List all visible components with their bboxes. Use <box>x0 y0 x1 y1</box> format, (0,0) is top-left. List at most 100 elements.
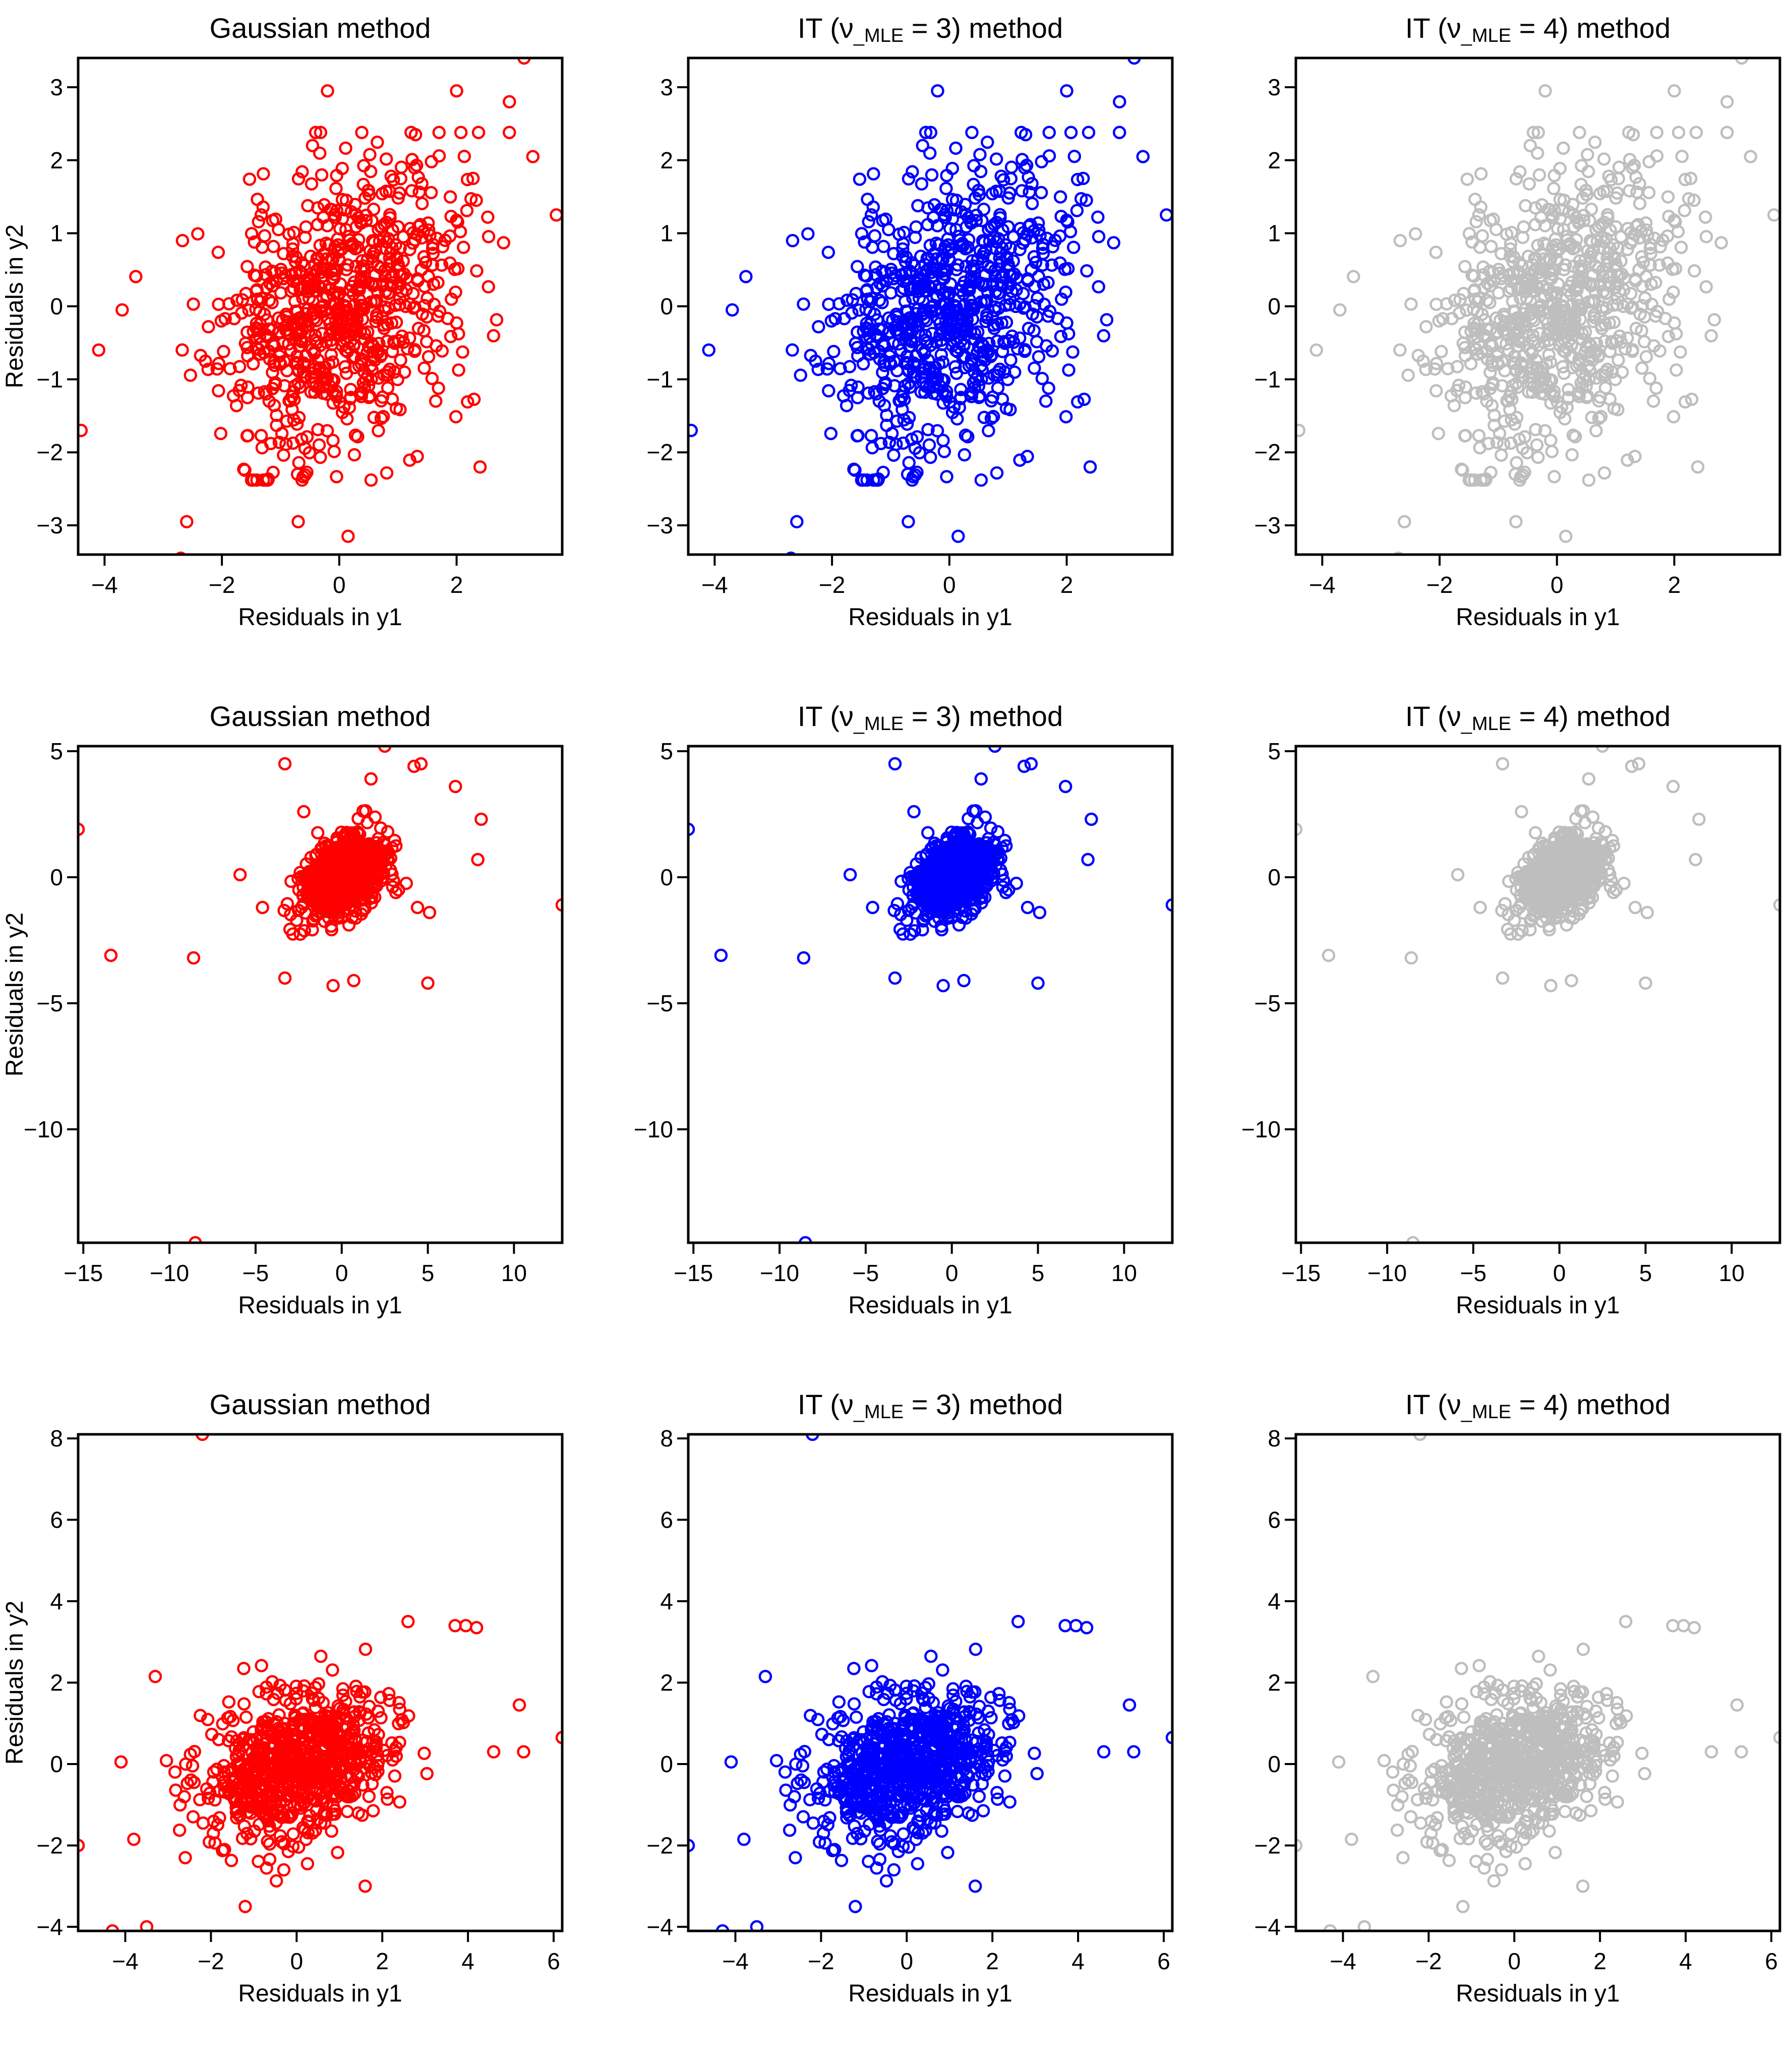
x-tick-label: −4 <box>91 572 117 598</box>
data-point <box>1583 474 1594 486</box>
y-tick-label: −1 <box>1255 366 1281 392</box>
data-point <box>1083 854 1094 865</box>
data-point <box>1069 151 1080 162</box>
data-point <box>331 471 342 482</box>
data-point <box>1027 198 1038 209</box>
data-point <box>1043 383 1054 394</box>
data-point <box>461 205 472 216</box>
data-point <box>925 452 936 463</box>
chart-title-part: _MLE <box>853 25 904 46</box>
data-point <box>998 174 1009 186</box>
points-group <box>1293 52 1780 564</box>
data-point <box>348 975 360 986</box>
data-point <box>368 204 379 215</box>
data-point <box>1560 531 1571 542</box>
data-point <box>1648 396 1659 407</box>
data-point <box>1473 209 1484 220</box>
data-point <box>268 241 279 252</box>
data-point <box>1669 318 1680 329</box>
y-tick-label: −5 <box>647 990 673 1016</box>
data-point <box>1496 450 1507 461</box>
data-point <box>1044 127 1055 138</box>
y-tick-label: −10 <box>24 1116 63 1142</box>
data-point <box>1651 150 1662 161</box>
data-point <box>862 194 873 205</box>
data-point <box>867 902 878 913</box>
data-point <box>423 351 434 362</box>
data-point <box>866 430 877 441</box>
y-tick-label: −2 <box>1255 439 1281 465</box>
data-point <box>1548 183 1559 194</box>
plot-frame <box>78 746 562 1243</box>
data-point <box>188 298 199 310</box>
data-point <box>1701 281 1712 292</box>
data-point <box>1114 127 1125 138</box>
x-tick-label: 0 <box>1550 572 1564 598</box>
data-point <box>1582 149 1593 160</box>
data-point <box>1642 907 1653 918</box>
data-point <box>1093 231 1104 242</box>
y-tick-label: −1 <box>37 366 63 392</box>
chart-title: Gaussian method <box>210 12 431 44</box>
data-point <box>181 516 192 527</box>
data-point <box>1689 265 1700 276</box>
data-point <box>93 344 104 355</box>
data-point <box>314 440 325 451</box>
data-point <box>340 143 351 154</box>
y-tick-label: −2 <box>647 439 673 465</box>
data-point <box>937 435 948 446</box>
data-point <box>192 228 203 239</box>
data-point <box>903 516 914 527</box>
data-point <box>1029 362 1040 374</box>
data-point <box>488 330 499 341</box>
data-point <box>430 396 441 407</box>
data-point <box>316 169 327 180</box>
data-point <box>1634 198 1645 209</box>
data-point <box>422 1768 433 1779</box>
data-point <box>244 174 255 185</box>
x-tick-label: 2 <box>1060 572 1073 598</box>
data-point <box>426 187 437 198</box>
data-point <box>1006 162 1017 173</box>
points-group <box>683 741 1178 1248</box>
data-point <box>1497 758 1508 769</box>
x-axis-label: Residuals in y1 <box>848 1292 1012 1319</box>
data-point <box>256 430 267 441</box>
data-point <box>703 344 714 355</box>
data-point <box>395 354 406 366</box>
y-tick-label: 2 <box>660 147 673 173</box>
data-point <box>1709 314 1720 325</box>
data-point <box>1430 385 1442 396</box>
x-tick-label: −2 <box>209 572 235 598</box>
x-tick-label: 0 <box>335 1260 348 1286</box>
x-tick-label: −2 <box>1426 572 1453 598</box>
data-point <box>1334 305 1345 316</box>
data-point <box>967 127 978 138</box>
chart-title: IT (ν_MLE = 4) method <box>1405 12 1670 46</box>
data-point <box>1558 143 1569 154</box>
data-point <box>1459 261 1470 272</box>
data-point <box>1019 761 1030 772</box>
data-point <box>889 758 901 769</box>
data-point <box>802 228 813 239</box>
data-point <box>176 344 188 355</box>
x-tick-label: −15 <box>64 1260 103 1286</box>
data-point <box>215 428 226 439</box>
data-point <box>715 950 727 961</box>
y-tick-label: 0 <box>1268 293 1281 320</box>
data-point <box>1598 154 1609 165</box>
data-point <box>976 474 987 486</box>
data-point <box>1745 151 1756 162</box>
x-tick-label: 5 <box>422 1260 435 1286</box>
points-group <box>686 52 1172 564</box>
data-point <box>396 162 407 173</box>
data-point <box>1676 242 1687 253</box>
data-point <box>1599 467 1610 478</box>
data-point <box>1485 241 1497 252</box>
data-point <box>322 85 333 96</box>
y-tick-label: −10 <box>634 1116 673 1142</box>
data-point <box>258 168 269 179</box>
